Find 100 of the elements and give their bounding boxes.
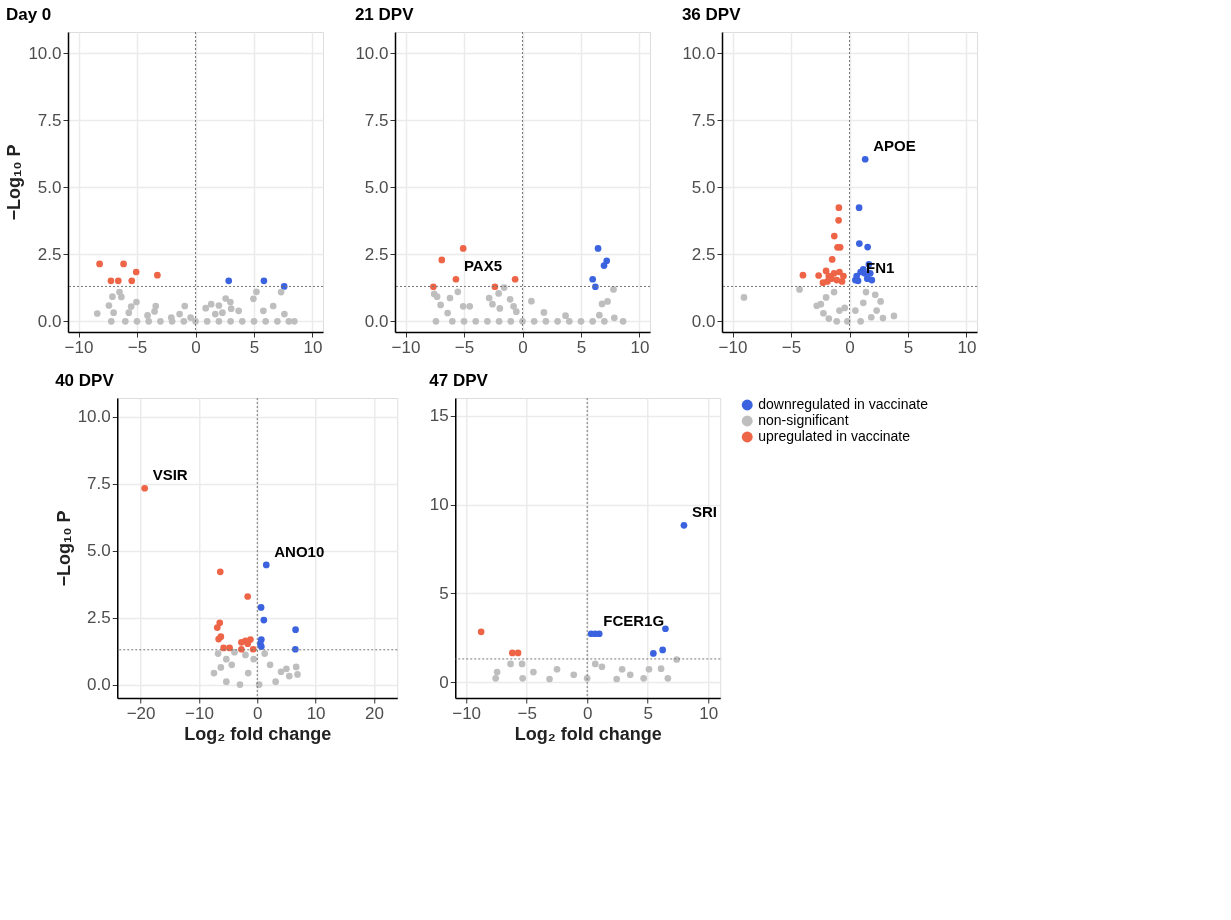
point xyxy=(255,681,263,688)
x-tick-label: 0 xyxy=(845,337,855,357)
y-tick-label: 10.0 xyxy=(682,43,716,63)
y-tick-label: 5.0 xyxy=(364,177,389,197)
x-tick-label: 10 xyxy=(306,703,326,723)
x-tick-label: 5 xyxy=(643,703,653,723)
point xyxy=(864,243,871,251)
point xyxy=(796,286,803,293)
point xyxy=(238,317,246,325)
point xyxy=(589,317,597,325)
y-tick-label: 2.5 xyxy=(87,608,111,628)
point xyxy=(109,293,116,300)
y-tick-label: 15 xyxy=(429,406,449,426)
point xyxy=(259,307,267,315)
x-tick-label: 0 xyxy=(582,703,593,723)
point xyxy=(294,671,301,678)
y-tick-label: 2.5 xyxy=(364,244,389,264)
point xyxy=(528,297,535,305)
point xyxy=(292,626,299,634)
point xyxy=(181,302,189,310)
point xyxy=(207,300,215,308)
point xyxy=(125,309,133,317)
y-tick-label: 10.0 xyxy=(77,407,111,427)
point xyxy=(553,665,561,673)
point xyxy=(117,293,125,301)
point xyxy=(855,240,863,247)
y-axis-title: −Log₁₀ P xyxy=(4,144,25,221)
x-tick-label: −5 xyxy=(517,703,537,723)
point xyxy=(477,628,485,636)
point xyxy=(519,317,526,325)
point xyxy=(662,625,669,633)
point xyxy=(540,309,548,316)
point xyxy=(890,312,898,320)
point xyxy=(228,661,236,669)
y-tick-label: 0.0 xyxy=(37,311,62,331)
point xyxy=(151,308,158,315)
point xyxy=(862,288,870,296)
annotation: PAX5 xyxy=(463,257,503,275)
chart-title: 21 DPV xyxy=(354,4,415,24)
chart-title: 47 DPV xyxy=(429,370,489,390)
point xyxy=(242,651,249,659)
point xyxy=(589,275,597,283)
point xyxy=(835,216,842,224)
point xyxy=(861,155,869,163)
point xyxy=(277,288,285,296)
point xyxy=(740,294,748,301)
point xyxy=(664,674,672,682)
point xyxy=(168,317,176,325)
point xyxy=(438,256,446,264)
point xyxy=(244,669,252,677)
point xyxy=(120,260,127,268)
point xyxy=(217,664,225,671)
point xyxy=(604,298,611,305)
point xyxy=(133,298,140,306)
point xyxy=(466,302,474,310)
point xyxy=(830,232,838,240)
y-tick-label: 2.5 xyxy=(37,244,62,264)
point xyxy=(489,300,496,308)
point xyxy=(509,649,516,657)
point xyxy=(266,661,274,669)
y-tick-label: 10.0 xyxy=(28,43,62,63)
y-tick-label: 5.0 xyxy=(37,177,62,197)
point xyxy=(107,277,115,285)
point xyxy=(260,277,268,285)
y-tick-label: 7.5 xyxy=(364,110,389,130)
point xyxy=(211,310,219,318)
legend-label: non-significant xyxy=(758,412,849,428)
point xyxy=(274,317,281,325)
point xyxy=(285,317,293,325)
point xyxy=(203,317,211,325)
point xyxy=(570,671,578,679)
y-tick-label: 7.5 xyxy=(691,110,716,130)
point xyxy=(598,663,606,671)
point xyxy=(626,671,634,679)
point xyxy=(799,271,807,279)
point xyxy=(132,268,140,276)
point xyxy=(857,317,864,325)
point xyxy=(261,650,269,657)
point xyxy=(500,284,508,291)
point xyxy=(495,290,502,297)
point xyxy=(863,275,871,283)
point xyxy=(542,317,550,325)
point xyxy=(222,295,230,302)
point xyxy=(448,317,456,325)
point xyxy=(222,655,230,663)
point xyxy=(141,484,149,492)
point xyxy=(277,668,285,676)
point xyxy=(833,317,841,325)
y-tick-label: 10 xyxy=(429,495,449,515)
point xyxy=(484,317,491,325)
point xyxy=(492,674,500,682)
point xyxy=(154,271,161,279)
y-tick-label: 0 xyxy=(439,672,449,692)
x-tick-label: −10 xyxy=(391,337,421,357)
legend-label: downregulated in vaccinate xyxy=(758,396,929,412)
point xyxy=(444,309,451,317)
point xyxy=(855,204,863,212)
point xyxy=(514,649,522,657)
point xyxy=(817,300,825,308)
point xyxy=(283,665,290,673)
